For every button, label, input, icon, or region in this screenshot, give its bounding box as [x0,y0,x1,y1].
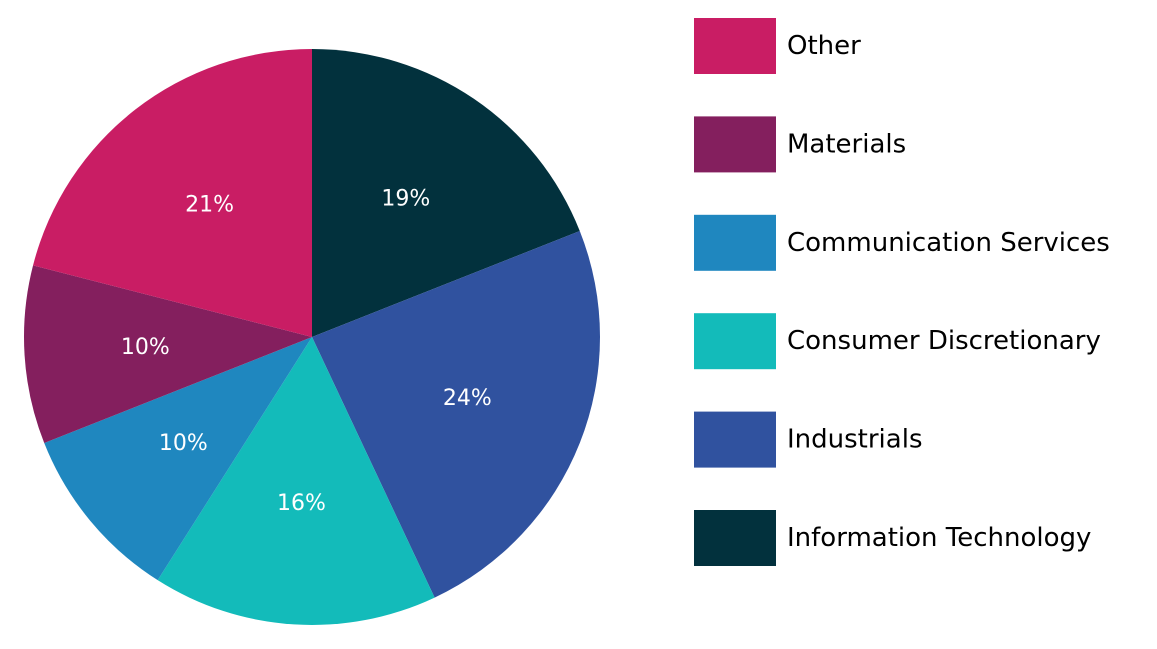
pie-slice-labels: 19% 24% 16% 10% 10% 21% [121,186,492,516]
legend-label-consumer-discretionary: Consumer Discretionary [787,326,1101,356]
pie-slice-consumer-discretionary [157,337,435,625]
legend: Other Materials Communication Services Cons… [694,18,1110,566]
legend-label-information-technology: Information Technology [787,523,1091,553]
pie-slice-materials [23,265,313,444]
slice-label-communication-services: 10% [159,431,208,456]
legend-swatch-consumer-discretionary [694,313,776,370]
legend-label-communication-services: Communication Services [787,228,1110,258]
legend-item-communication-services: Communication Services [694,214,1110,271]
legend-swatch-information-technology [694,510,776,566]
legend-item-information-technology: Information Technology [694,510,1091,566]
legend-swatch-materials [694,116,776,173]
legend-swatch-communication-services [694,214,776,271]
pie-slices [23,49,600,625]
legend-label-materials: Materials [787,129,906,159]
legend-item-other: Other [694,18,861,74]
pie-slice-industrials [312,230,600,598]
slice-label-information-technology: 19% [381,186,430,211]
legend-swatch-other [694,18,776,74]
pie-slice-communication-services [44,337,313,581]
legend-item-materials: Materials [694,116,906,173]
legend-label-other: Other [787,31,861,61]
slice-label-materials: 10% [121,335,170,360]
slice-label-industrials: 24% [443,386,492,411]
legend-item-industrials: Industrials [694,411,922,468]
legend-label-industrials: Industrials [787,425,922,455]
slice-label-consumer-discretionary: 16% [277,491,326,516]
legend-item-consumer-discretionary: Consumer Discretionary [694,313,1101,370]
pie-slice-other [33,49,313,337]
slice-label-other: 21% [185,193,234,218]
pie-slice-information-technology [312,49,580,337]
legend-swatch-industrials [694,411,776,468]
